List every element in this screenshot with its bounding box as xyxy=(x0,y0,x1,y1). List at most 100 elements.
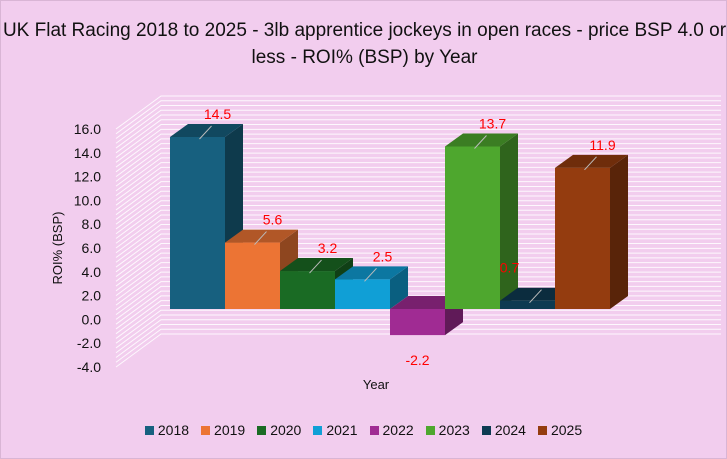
y-tick-label: 0.0 xyxy=(82,311,102,327)
legend-item-2024: 2024 xyxy=(481,422,526,438)
bar-2025: 11.9 xyxy=(555,137,628,309)
gridline xyxy=(115,233,721,268)
leader-line xyxy=(309,259,322,274)
legend-swatch xyxy=(144,425,154,435)
gridline xyxy=(115,157,721,192)
gridline xyxy=(115,271,721,306)
bar-front xyxy=(280,271,335,309)
gridline xyxy=(115,138,721,173)
gridline xyxy=(115,181,721,216)
gridline xyxy=(115,109,721,144)
legend: 2018 2019 2020 2021 2022 2023 2024 2025 xyxy=(1,422,726,438)
bar-top xyxy=(335,266,408,280)
bar-top xyxy=(225,229,298,243)
bar-top xyxy=(445,133,518,147)
gridline xyxy=(115,224,721,258)
data-label: 14.5 xyxy=(204,106,231,122)
gridline xyxy=(115,214,721,249)
gridline xyxy=(115,281,721,316)
bar-top xyxy=(555,154,628,168)
bar-front xyxy=(390,309,445,336)
legend-item-2018: 2018 xyxy=(144,422,190,438)
y-tick-label: 12.0 xyxy=(74,169,101,185)
gridline xyxy=(115,243,721,277)
y-tick-label: 10.0 xyxy=(74,192,101,208)
bar-2021: 2.5 xyxy=(335,248,408,309)
gridline xyxy=(115,147,721,182)
legend-swatch xyxy=(313,425,323,435)
gridline xyxy=(115,176,721,211)
gridline xyxy=(115,285,721,320)
y-tick-label: 16.0 xyxy=(74,121,101,137)
legend-item-2020: 2020 xyxy=(257,422,301,438)
bar-top xyxy=(390,296,463,309)
leader-line xyxy=(529,289,542,304)
gridline xyxy=(115,204,721,239)
bar-front xyxy=(555,167,610,309)
chart-title: UK Flat Racing 2018 to 2025 - 3lb appren… xyxy=(2,20,727,68)
data-label: 11.9 xyxy=(589,137,615,153)
leader-line xyxy=(199,125,212,140)
gridline xyxy=(115,228,721,263)
bar-2022: -2.2 xyxy=(390,296,463,368)
gridline xyxy=(115,124,721,158)
gridline xyxy=(115,309,721,344)
leader-line xyxy=(584,156,597,171)
y-tick-label: 4.0 xyxy=(82,264,102,280)
y-tick-label: -2.0 xyxy=(77,335,101,351)
bar-top xyxy=(280,258,353,272)
gridline xyxy=(115,171,721,206)
y-tick-label: 8.0 xyxy=(82,216,102,232)
gridline xyxy=(115,209,721,244)
gridline xyxy=(115,276,721,311)
legend-label: 2019 xyxy=(214,422,246,438)
gridline xyxy=(115,266,721,301)
legend-item-2021: 2021 xyxy=(313,422,358,438)
gridline xyxy=(115,323,721,358)
gridline xyxy=(115,262,721,297)
bar-front xyxy=(225,242,280,309)
y-tick-label: 14.0 xyxy=(74,145,101,161)
data-label: 3.2 xyxy=(318,240,338,256)
legend-item-2022: 2022 xyxy=(369,422,414,438)
gridline xyxy=(115,128,721,163)
gridline xyxy=(115,143,721,178)
bar-front xyxy=(445,146,500,309)
legend-label: 2024 xyxy=(494,422,526,438)
gridline xyxy=(115,200,721,235)
bar-front xyxy=(335,279,390,309)
gridline xyxy=(115,238,721,273)
legend-label: 2025 xyxy=(550,422,583,438)
legend-swatch xyxy=(481,425,491,435)
bar-side xyxy=(390,266,408,309)
legend-swatch xyxy=(257,425,267,435)
legend-item-2023: 2023 xyxy=(425,422,470,438)
x-axis-label: Year xyxy=(363,377,390,392)
gridline xyxy=(115,166,721,201)
bar-top xyxy=(170,124,243,137)
gridline xyxy=(115,190,721,225)
legend-label: 2020 xyxy=(270,422,302,438)
gridline xyxy=(115,95,721,130)
leader-line xyxy=(474,135,487,149)
gridline xyxy=(115,114,721,149)
gridline xyxy=(115,162,721,197)
y-tick-label: 2.0 xyxy=(82,288,102,304)
legend-swatch xyxy=(537,425,547,435)
y-axis-label: ROI% (BSP) xyxy=(50,212,65,285)
legend-label: 2018 xyxy=(157,422,190,438)
gridline xyxy=(115,252,721,287)
data-label: 2.5 xyxy=(373,248,393,264)
leader-line xyxy=(364,268,377,282)
bar-2023: 13.7 xyxy=(445,115,518,309)
legend-swatch xyxy=(425,425,435,435)
gridline xyxy=(115,105,721,139)
gridline xyxy=(115,314,721,349)
legend-item-2019: 2019 xyxy=(201,422,245,438)
data-label: -2.2 xyxy=(405,352,429,368)
bar-front xyxy=(500,300,555,309)
data-label: 0.7 xyxy=(500,260,520,276)
gridline xyxy=(115,185,721,220)
